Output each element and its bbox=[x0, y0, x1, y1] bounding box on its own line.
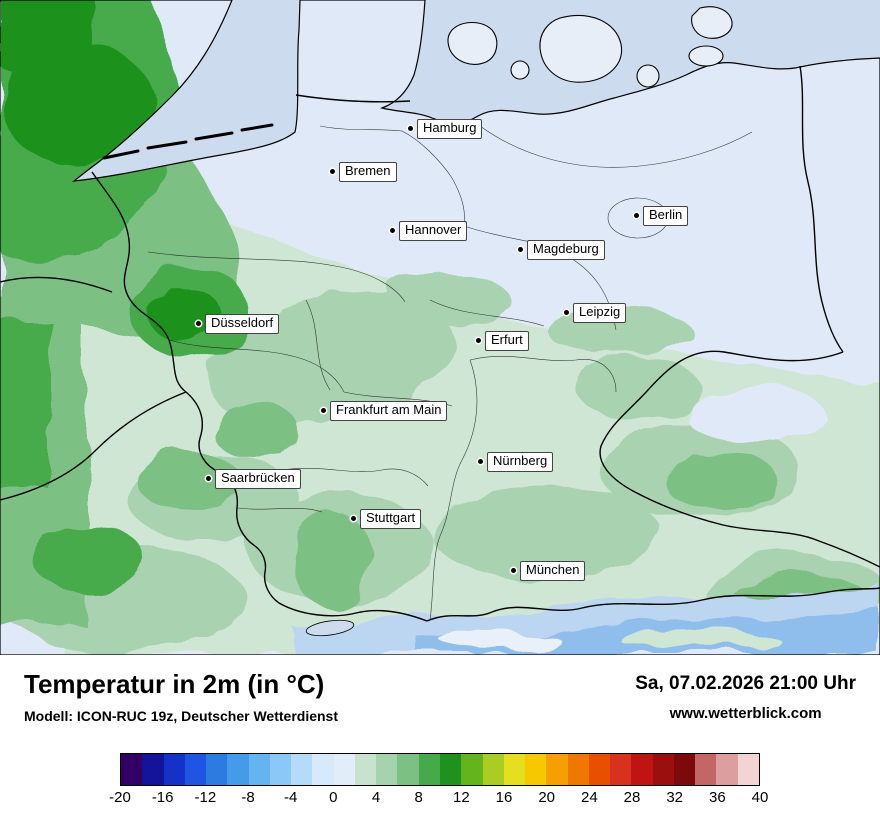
legend-color-segment bbox=[461, 754, 483, 785]
map-area: Hamburg Bremen Hannover Berlin Magdeburg Düss… bbox=[0, 0, 880, 655]
legend-color-segment bbox=[354, 754, 377, 785]
info-right: Sa, 07.02.2026 21:00 Uhr www.wetterblick… bbox=[635, 669, 856, 722]
legend-color-segment bbox=[673, 754, 696, 785]
legend-tick-label: 4 bbox=[371, 789, 381, 806]
legend-color-segment bbox=[695, 754, 717, 785]
legend-color-segment bbox=[652, 754, 674, 785]
legend-color-segment bbox=[588, 754, 611, 785]
legend-color-segment bbox=[716, 754, 738, 785]
legend-color-segment bbox=[631, 754, 653, 785]
legend-color-segment bbox=[312, 754, 334, 785]
legend-color-segment bbox=[376, 754, 398, 785]
legend-ticks: -20 -16 -12 -8 -4 0 4 8 12 16 20 24 28 32 36 40 bbox=[109, 789, 768, 813]
info-left: Temperatur in 2m (in °C) Modell: ICON-RU… bbox=[24, 669, 338, 724]
legend-color-segment bbox=[333, 754, 355, 785]
legend-color-segment bbox=[610, 754, 632, 785]
info-bar: Temperatur in 2m (in °C) Modell: ICON-RU… bbox=[0, 655, 880, 751]
legend-tick-label: 32 bbox=[666, 789, 683, 806]
legend-colorbar bbox=[120, 753, 760, 786]
model-info: Modell: ICON-RUC 19z, Deutscher Wetterdi… bbox=[24, 708, 339, 724]
germany-temperature-map bbox=[0, 0, 880, 655]
legend-color-segment bbox=[142, 754, 164, 785]
legend-color-segment bbox=[418, 754, 440, 785]
legend-tick-label: -4 bbox=[283, 789, 298, 806]
legend-color-segment bbox=[163, 754, 185, 785]
lake-constance bbox=[305, 619, 355, 637]
legend-color-segment bbox=[546, 754, 568, 785]
legend-color-segment bbox=[397, 754, 419, 785]
legend-color-segment bbox=[269, 754, 292, 785]
legend-color-segment bbox=[291, 754, 313, 785]
legend-color-segment bbox=[567, 754, 589, 785]
legend-tick-label: -8 bbox=[241, 789, 255, 806]
temperature-legend: -20 -16 -12 -8 -4 0 4 8 12 16 20 24 28 32 36 40 bbox=[109, 753, 768, 813]
valid-datetime: Sa, 07.02.2026 21:00 Uhr bbox=[635, 673, 856, 694]
map-title: Temperatur in 2m (in °C) bbox=[24, 669, 325, 699]
legend-tick-label: -12 bbox=[194, 789, 217, 806]
legend-tick-label: 40 bbox=[751, 789, 769, 806]
legend-tick-label: -20 bbox=[109, 789, 131, 806]
legend-tick-label: 0 bbox=[329, 789, 338, 806]
legend-tick-label: 20 bbox=[538, 789, 555, 806]
legend-tick-label: 28 bbox=[623, 789, 641, 806]
website-text: www.wetterblick.com bbox=[669, 705, 822, 722]
legend-color-segment bbox=[503, 754, 526, 785]
legend-color-segment bbox=[525, 754, 547, 785]
legend-tick-label: 24 bbox=[580, 789, 598, 806]
legend-color-segment bbox=[184, 754, 207, 785]
wadden-islands bbox=[102, 123, 274, 160]
legend-tick-label: 8 bbox=[414, 789, 423, 806]
legend-color-segment bbox=[248, 754, 270, 785]
temperature-shading bbox=[0, 0, 880, 655]
legend-color-segment bbox=[482, 754, 504, 785]
legend-tick-label: 16 bbox=[495, 789, 513, 806]
country-borders bbox=[0, 65, 880, 622]
legend-color-segment bbox=[206, 754, 228, 785]
legend-tick-label: 36 bbox=[708, 789, 726, 806]
legend-color-segment bbox=[737, 754, 759, 785]
legend-tick-label: 12 bbox=[452, 789, 470, 806]
danish-islands bbox=[447, 6, 733, 88]
legend-color-segment bbox=[121, 754, 143, 785]
legend-color-segment bbox=[227, 754, 249, 785]
legend-tick-label: -16 bbox=[151, 789, 174, 806]
legend-color-segment bbox=[439, 754, 462, 785]
